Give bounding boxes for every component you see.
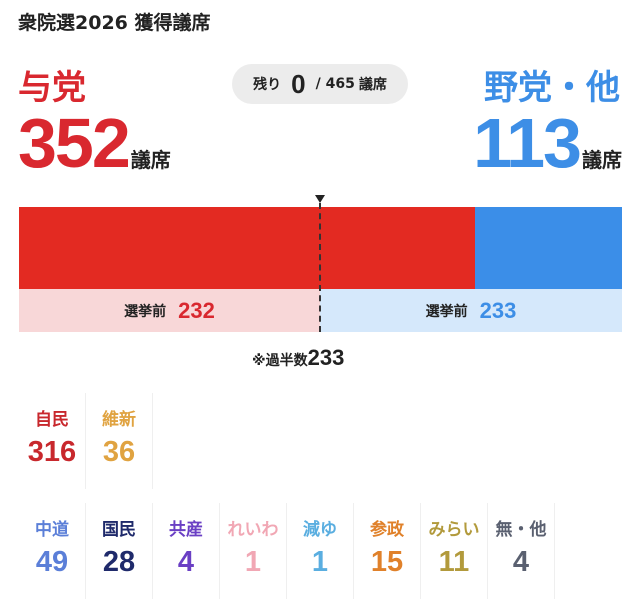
ruling-bloc-label: 与党 xyxy=(18,68,86,108)
remaining-seats-badge: 残り 0 / 465 議席 xyxy=(232,64,408,104)
party-seat-count: 15 xyxy=(370,546,404,578)
party-divider xyxy=(353,503,354,599)
ruling-previous-bar: 選挙前 232 xyxy=(19,289,320,332)
majority-label: ※過半数 xyxy=(252,353,308,369)
party-ruling-0: 自民 316 xyxy=(19,393,86,489)
party-name: 無・他 xyxy=(495,520,547,540)
party-opposition-5: 参政 15 xyxy=(354,503,421,599)
ruling-seat-count: 352 xyxy=(18,104,131,182)
party-divider xyxy=(152,503,153,599)
party-opposition-7: 無・他 4 xyxy=(488,503,555,599)
opposition-seat-total: 113 議席 xyxy=(473,108,622,178)
party-seat-count: 1 xyxy=(311,546,329,578)
party-name: 減ゆ xyxy=(303,520,337,540)
ruling-seat-unit: 議席 xyxy=(130,148,171,172)
opposition-seat-count: 113 xyxy=(473,104,582,182)
party-opposition-2: 共産 4 xyxy=(153,503,220,599)
opposition-previous-value: 233 xyxy=(479,297,517,323)
remaining-unit: 議席 xyxy=(358,77,387,93)
ruling-seat-bar xyxy=(19,207,475,289)
party-divider xyxy=(286,503,287,599)
party-opposition-0: 中道 49 xyxy=(19,503,86,599)
party-name: 参政 xyxy=(370,520,404,540)
opposition-previous-bar: 選挙前 233 xyxy=(320,289,622,332)
party-divider xyxy=(420,503,421,599)
party-name: 共産 xyxy=(169,520,203,540)
remaining-value: 0 xyxy=(291,68,306,99)
majority-note: ※過半数233 xyxy=(252,345,344,371)
party-opposition-1: 国民 28 xyxy=(86,503,153,599)
party-divider xyxy=(219,503,220,599)
party-seat-count: 316 xyxy=(27,436,77,468)
opposition-seat-bar xyxy=(475,207,622,289)
ruling-previous-label: 選挙前 xyxy=(124,303,167,320)
party-divider xyxy=(85,393,86,489)
party-name: 国民 xyxy=(102,520,136,540)
remaining-label: 残り xyxy=(253,77,282,93)
party-seat-count: 36 xyxy=(102,436,136,468)
opposition-bloc-label: 野党・他 xyxy=(484,68,620,108)
party-seat-count: 28 xyxy=(102,546,136,578)
party-name: 自民 xyxy=(35,410,69,430)
remaining-total: / 465 xyxy=(315,76,355,92)
majority-marker-icon xyxy=(315,195,325,203)
party-divider xyxy=(487,503,488,599)
ruling-seat-total: 352 議席 xyxy=(18,108,171,178)
party-seat-count: 49 xyxy=(35,546,69,578)
party-divider xyxy=(152,393,153,489)
majority-line xyxy=(319,203,321,332)
seat-share-bar xyxy=(19,207,622,289)
majority-value: 233 xyxy=(307,345,345,370)
party-name: 維新 xyxy=(102,410,136,430)
party-name: れいわ xyxy=(227,520,279,540)
party-opposition-6: みらい 11 xyxy=(421,503,488,599)
page-title: 衆院選2026 獲得議席 xyxy=(18,12,211,34)
party-opposition-4: 減ゆ 1 xyxy=(287,503,354,599)
party-seat-count: 4 xyxy=(512,546,530,578)
party-name: 中道 xyxy=(35,520,69,540)
party-divider xyxy=(85,503,86,599)
party-seat-count: 1 xyxy=(244,546,262,578)
party-ruling-1: 維新 36 xyxy=(86,393,153,489)
party-divider xyxy=(554,503,555,599)
opposition-previous-label: 選挙前 xyxy=(425,303,468,320)
previous-seats-bar: 選挙前 232 選挙前 233 xyxy=(19,289,622,332)
party-name: みらい xyxy=(428,520,480,540)
opposition-seat-unit: 議席 xyxy=(582,148,622,172)
party-opposition-3: れいわ 1 xyxy=(220,503,287,599)
ruling-previous-value: 232 xyxy=(178,297,215,323)
party-seat-count: 4 xyxy=(177,546,195,578)
party-seat-count: 11 xyxy=(438,546,470,578)
